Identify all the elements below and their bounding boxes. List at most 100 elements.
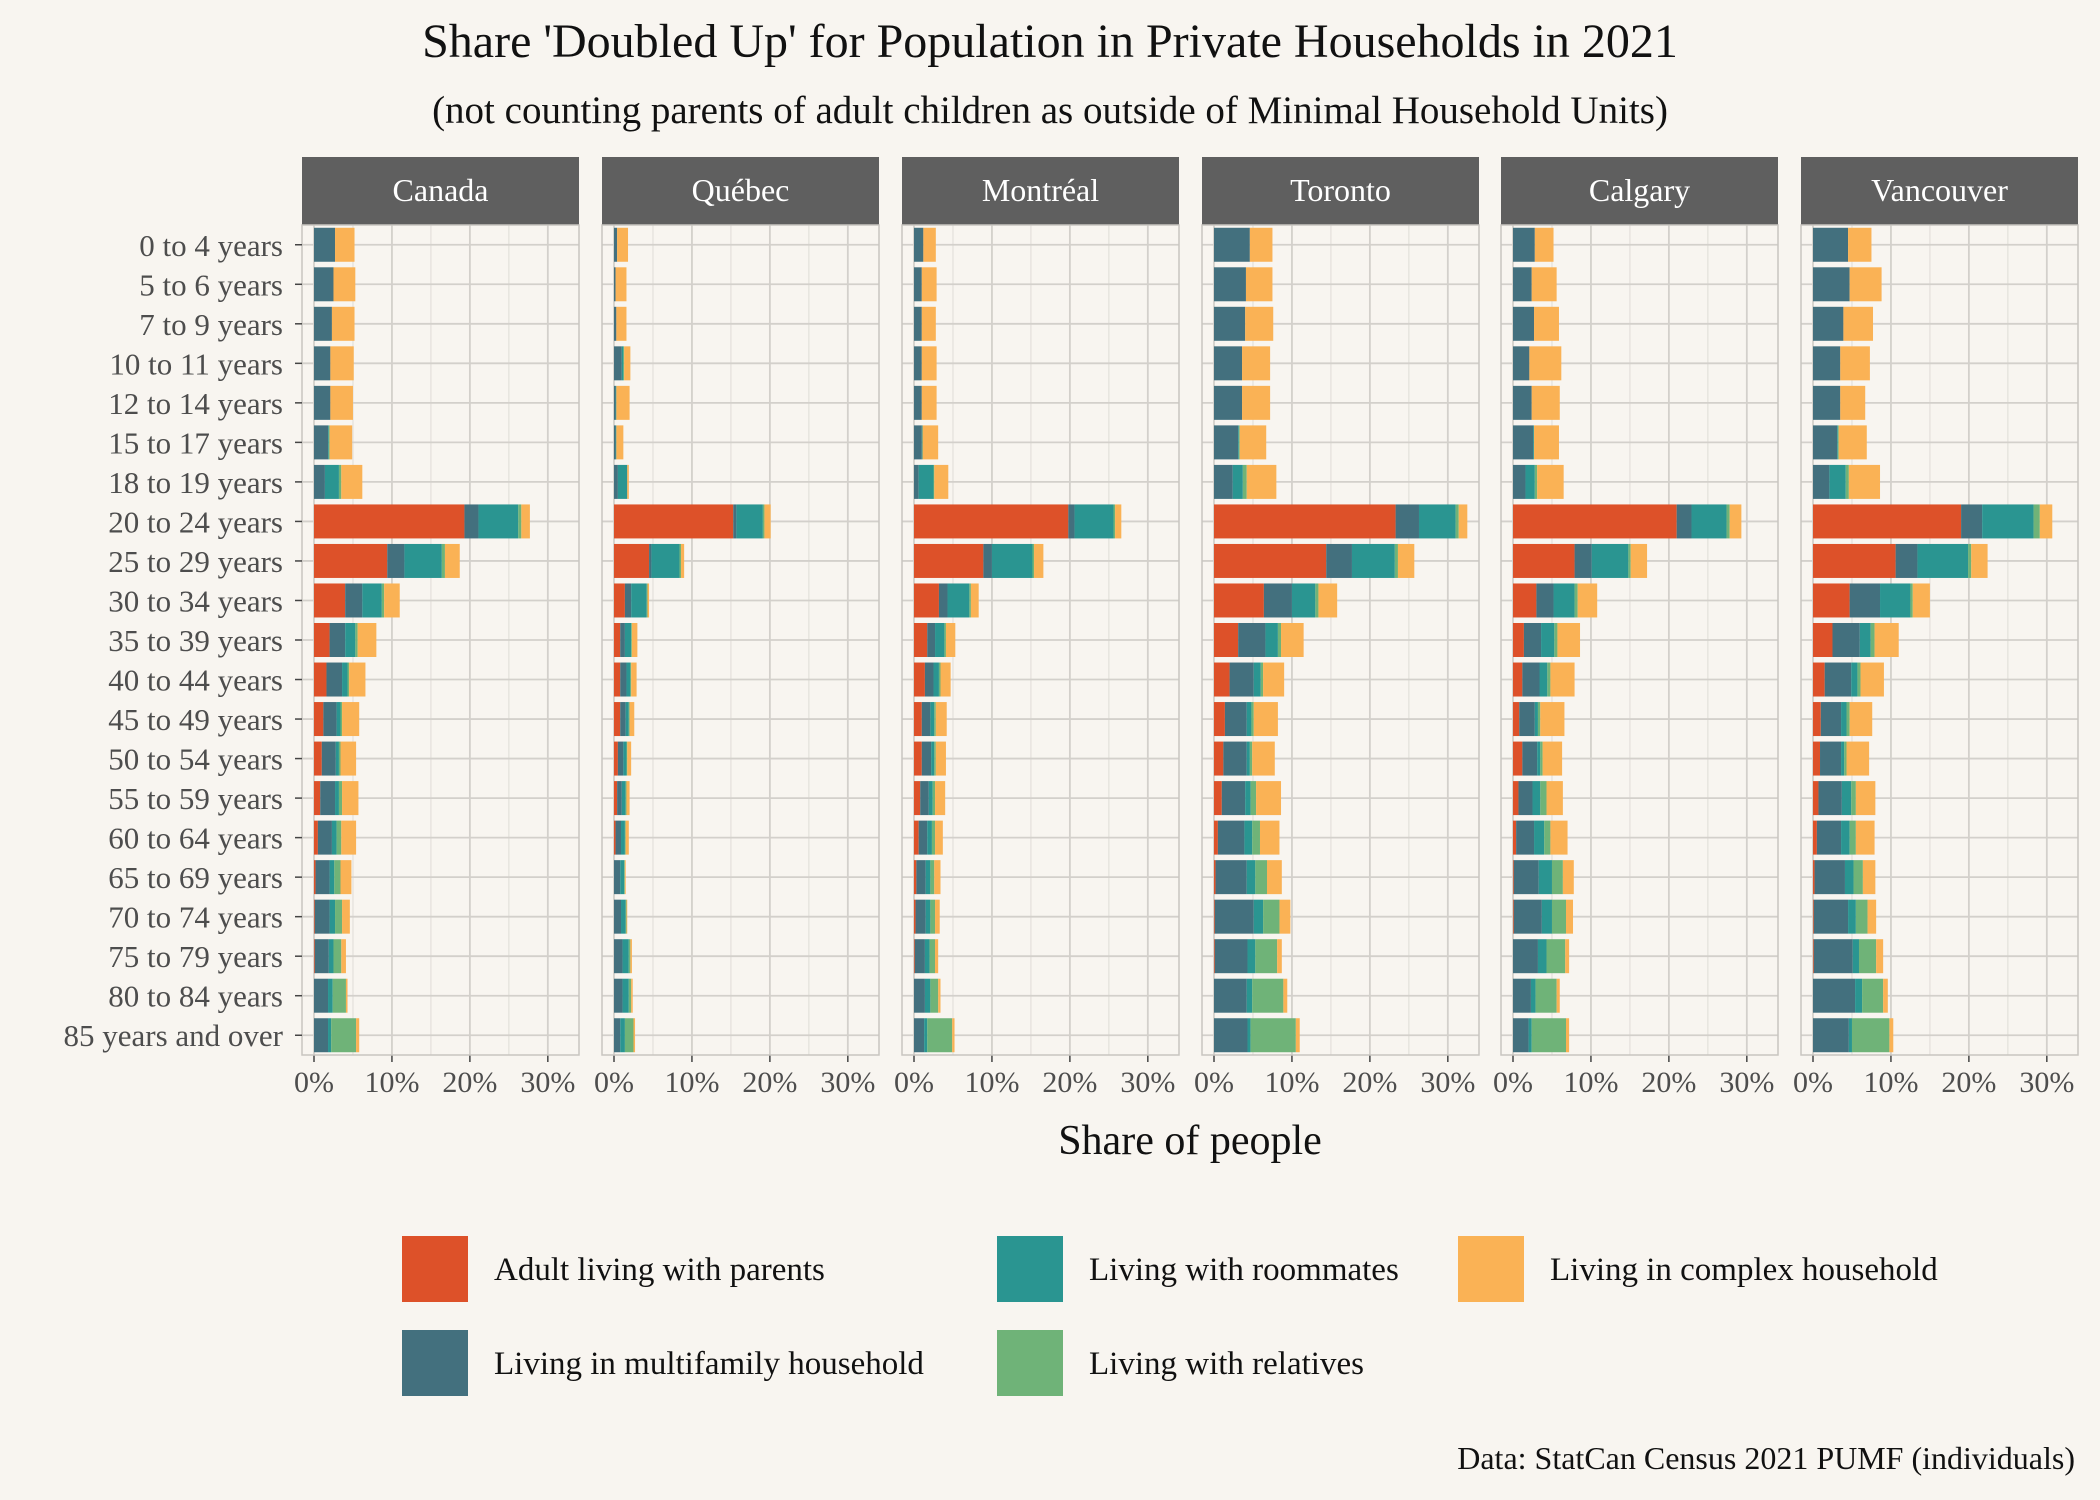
- legend: Adult living with parents Living with roo…: [402, 1236, 1938, 1396]
- x-tick-label: 10%: [1563, 1066, 1618, 1099]
- bar-toronto-50-to-54-years-living-in-multifamily-household: [1223, 741, 1247, 776]
- bar-montreal-5-to-6-years-living-in-complex-household: [921, 267, 937, 302]
- y-tick-label: 12 to 14 years: [108, 386, 283, 421]
- bar-calgary-20-to-24-years-living-with-relatives: [1726, 504, 1730, 539]
- bar-vancouver-70-to-74-years-living-in-multifamily-household: [1813, 899, 1849, 934]
- bar-montreal-65-to-69-years-living-in-multifamily-household: [916, 860, 926, 895]
- bar-quebec-40-to-44-years-living-with-roommates: [626, 662, 631, 697]
- bar-quebec-60-to-64-years-adult-living-with-parents: [614, 820, 616, 855]
- x-tick-label: 0%: [594, 1066, 634, 1099]
- bar-canada-80-to-84-years-living-in-complex-household: [345, 978, 348, 1013]
- y-tick-label: 7 to 9 years: [139, 307, 283, 342]
- bar-vancouver-40-to-44-years-living-in-multifamily-household: [1824, 662, 1852, 697]
- bar-canada-25-to-29-years-living-with-roommates: [404, 543, 442, 578]
- panel-border: [1201, 224, 1480, 1056]
- bar-calgary-70-to-74-years-living-in-complex-household: [1566, 899, 1574, 934]
- bar-montreal-85-years-and-over-living-with-roommates: [924, 1018, 928, 1053]
- bar-vancouver-18-to-19-years-living-in-multifamily-household: [1813, 464, 1830, 499]
- bar-montreal-20-to-24-years-living-in-complex-household: [1115, 504, 1122, 539]
- bar-toronto-0-to-4-years-living-in-multifamily-household: [1214, 227, 1250, 262]
- bar-canada-60-to-64-years-adult-living-with-parents: [314, 820, 318, 855]
- bar-vancouver-15-to-17-years-living-in-complex-household: [1838, 425, 1867, 460]
- bar-quebec-10-to-11-years-living-with-roommates: [621, 346, 624, 381]
- x-axis-label: Share of people: [1058, 1118, 1322, 1164]
- bar-canada-20-to-24-years-adult-living-with-parents: [314, 504, 465, 539]
- bar-montreal-80-to-84-years-living-in-multifamily-household: [914, 978, 925, 1013]
- bar-montreal-65-to-69-years-living-with-roommates: [925, 860, 931, 895]
- bar-montreal-0-to-4-years-living-in-complex-household: [923, 227, 936, 262]
- bar-calgary-18-to-19-years-living-with-roommates: [1525, 464, 1535, 499]
- bar-vancouver-18-to-19-years-living-with-roommates: [1829, 464, 1846, 499]
- bar-montreal-50-to-54-years-adult-living-with-parents: [914, 741, 922, 776]
- bar-vancouver-35-to-39-years-living-in-complex-household: [1874, 623, 1899, 657]
- bar-vancouver-80-to-84-years-living-in-multifamily-household: [1813, 978, 1856, 1013]
- bar-montreal-85-years-and-over-living-in-complex-household: [952, 1018, 955, 1053]
- bar-vancouver-60-to-64-years-living-in-multifamily-household: [1816, 820, 1842, 855]
- y-tick-label: 55 to 59 years: [108, 781, 283, 816]
- bar-montreal-40-to-44-years-living-in-complex-household: [940, 662, 951, 697]
- bar-calgary-70-to-74-years-adult-living-with-parents: [1513, 899, 1514, 934]
- y-tick-label: 75 to 79 years: [108, 939, 283, 974]
- bar-montreal-40-to-44-years-living-in-multifamily-household: [924, 662, 934, 697]
- bar-vancouver-60-to-64-years-living-with-relatives: [1849, 820, 1856, 855]
- bar-montreal-60-to-64-years-living-in-complex-household: [935, 820, 943, 855]
- facet-label: Québec: [692, 172, 790, 208]
- bar-toronto-80-to-84-years-living-in-complex-household: [1283, 978, 1288, 1013]
- bar-quebec-80-to-84-years-living-with-relatives: [628, 978, 632, 1013]
- bar-toronto-85-years-and-over-living-with-relatives: [1250, 1018, 1296, 1053]
- facet-strip: [1501, 157, 1778, 225]
- bar-montreal-65-to-69-years-living-with-relatives: [930, 860, 935, 895]
- bar-canada-35-to-39-years-adult-living-with-parents: [314, 623, 330, 657]
- bar-calgary-50-to-54-years-adult-living-with-parents: [1513, 741, 1523, 776]
- bar-canada-85-years-and-over-living-with-relatives: [331, 1018, 357, 1053]
- bar-canada-50-to-54-years-living-with-relatives: [338, 741, 341, 776]
- bar-montreal-12-to-14-years-living-in-complex-household: [921, 385, 937, 420]
- bar-calgary-7-to-9-years-living-in-complex-household: [1534, 306, 1559, 341]
- bar-calgary-20-to-24-years-adult-living-with-parents: [1513, 504, 1677, 539]
- bar-canada-18-to-19-years-living-with-relatives: [338, 464, 342, 499]
- x-tick-label: 20%: [742, 1066, 797, 1099]
- bar-calgary-75-to-79-years-living-in-multifamily-household: [1513, 939, 1538, 974]
- bar-quebec-45-to-49-years-living-with-relatives: [628, 702, 630, 737]
- bar-vancouver-50-to-54-years-adult-living-with-parents: [1813, 741, 1821, 776]
- bar-quebec-7-to-9-years-living-in-multifamily-household: [614, 306, 617, 341]
- bar-quebec-50-to-54-years-living-with-roommates: [623, 741, 627, 776]
- bar-montreal-50-to-54-years-living-in-multifamily-household: [921, 741, 932, 776]
- facet-panel-vancouver: Vancouver 0% 10% 20% 30%: [1793, 157, 2079, 1099]
- bar-toronto-10-to-11-years-living-in-multifamily-household: [1214, 346, 1243, 381]
- y-tick-label: 50 to 54 years: [108, 742, 283, 777]
- bar-toronto-65-to-69-years-living-with-roommates: [1246, 860, 1256, 895]
- bar-toronto-60-to-64-years-living-with-roommates: [1244, 820, 1253, 855]
- bar-vancouver-55-to-59-years-adult-living-with-parents: [1813, 781, 1819, 816]
- bar-vancouver-40-to-44-years-adult-living-with-parents: [1813, 662, 1825, 697]
- bar-vancouver-70-to-74-years-adult-living-with-parents: [1813, 899, 1814, 934]
- facet-strip: [302, 157, 579, 225]
- bar-vancouver-80-to-84-years-living-with-relatives: [1862, 978, 1884, 1013]
- bar-quebec-12-to-14-years-living-in-complex-household: [616, 385, 630, 420]
- bar-quebec-55-to-59-years-living-with-roommates: [621, 781, 626, 816]
- bar-vancouver-5-to-6-years-living-in-multifamily-household: [1813, 267, 1850, 302]
- bar-quebec-12-to-14-years-living-in-multifamily-household: [614, 385, 616, 420]
- bar-montreal-30-to-34-years-living-with-roommates: [947, 583, 970, 618]
- bar-vancouver-7-to-9-years-living-in-multifamily-household: [1813, 306, 1844, 341]
- bar-vancouver-60-to-64-years-living-in-complex-household: [1855, 820, 1875, 855]
- bar-canada-25-to-29-years-living-with-relatives: [441, 543, 445, 578]
- bar-toronto-35-to-39-years-living-in-multifamily-household: [1238, 623, 1266, 657]
- bar-vancouver-15-to-17-years-living-with-relatives: [1837, 425, 1839, 460]
- bar-calgary-30-to-34-years-living-with-roommates: [1553, 583, 1575, 618]
- bar-quebec-50-to-54-years-living-with-relatives: [626, 741, 628, 776]
- bar-toronto-85-years-and-over-living-with-roommates: [1247, 1018, 1251, 1053]
- bar-quebec-18-to-19-years-living-in-multifamily-household: [614, 464, 618, 499]
- bar-montreal-40-to-44-years-living-with-relatives: [938, 662, 941, 697]
- bar-toronto-50-to-54-years-living-with-relatives: [1249, 741, 1253, 776]
- bar-vancouver-40-to-44-years-living-with-roommates: [1851, 662, 1858, 697]
- x-tick-label: 20%: [442, 1066, 497, 1099]
- bar-calgary-60-to-64-years-adult-living-with-parents: [1513, 820, 1517, 855]
- bar-toronto-20-to-24-years-living-in-multifamily-household: [1395, 504, 1419, 539]
- bar-calgary-50-to-54-years-living-with-roommates: [1537, 741, 1541, 776]
- bar-vancouver-30-to-34-years-adult-living-with-parents: [1813, 583, 1850, 618]
- bar-calgary-60-to-64-years-living-in-multifamily-household: [1516, 820, 1535, 855]
- bar-toronto-30-to-34-years-adult-living-with-parents: [1214, 583, 1264, 618]
- bar-calgary-10-to-11-years-living-in-multifamily-household: [1513, 346, 1530, 381]
- bar-toronto-15-to-17-years-living-with-relatives: [1238, 425, 1240, 460]
